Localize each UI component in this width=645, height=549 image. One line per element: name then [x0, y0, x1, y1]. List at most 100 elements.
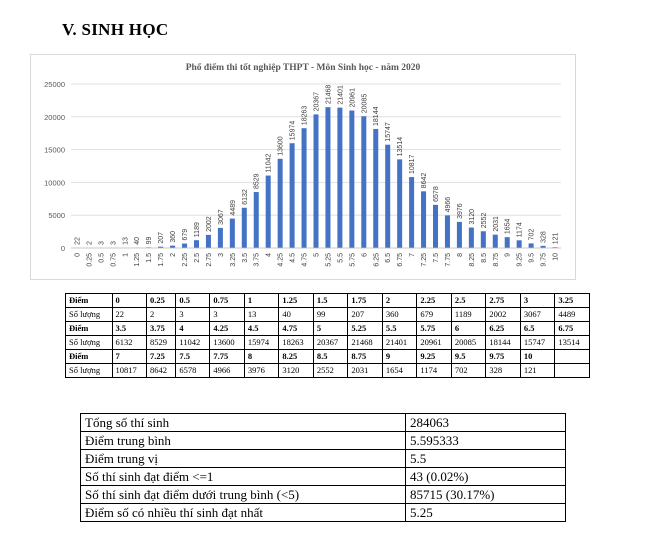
x-tick-label: 8.5	[481, 253, 488, 263]
stat-label: Số thí sinh đạt điểm <=1	[80, 467, 406, 486]
stat-label: Điểm số có nhiều thí sinh đạt nhất	[80, 503, 406, 522]
count-cell: 2	[145, 307, 177, 322]
stat-row: Điểm số có nhiều thí sinh đạt nhất 5.25	[80, 503, 566, 522]
score-cell: 3.5	[111, 321, 147, 336]
score-cell: 3	[519, 293, 556, 308]
bar	[421, 191, 427, 248]
stat-value: 85715 (30.17%)	[405, 485, 566, 504]
stat-label: Điểm trung bình	[80, 431, 406, 450]
bar	[217, 227, 223, 248]
score-cell: 6.75	[554, 321, 590, 336]
data-label: 8642	[421, 173, 428, 189]
chart-canvas: Phổ điểm thi tốt nghiệp THPT - Môn Sinh …	[44, 62, 561, 267]
count-cell: 8529	[145, 335, 177, 350]
x-tick-label: 1.75	[158, 253, 165, 267]
count-row: Số lượng 10817 8642 6578 4966 3976 3120 2552 203…	[65, 363, 590, 378]
count-cell: 2002	[485, 307, 521, 322]
data-label: 207	[158, 232, 165, 244]
x-tick-label: 6.5	[385, 253, 392, 263]
x-tick-label: 5	[314, 253, 321, 257]
count-cell: 207	[347, 307, 383, 322]
score-cell: 2.5	[450, 293, 487, 308]
count-cell: 2552	[312, 363, 349, 378]
count-cell: 40	[278, 307, 314, 322]
data-label: 328	[541, 231, 548, 243]
x-tick-label: 3.5	[242, 253, 249, 263]
count-cell: 702	[450, 363, 487, 378]
x-tick-label: 9.5	[529, 253, 536, 263]
data-label: 4489	[230, 200, 237, 216]
score-cell: 9.25	[416, 349, 452, 364]
count-cell: 328	[485, 363, 521, 378]
score-cell: 7.75	[209, 349, 245, 364]
score-cell: 1.25	[278, 293, 314, 308]
bar	[205, 234, 211, 248]
count-cell: 1174	[416, 363, 452, 378]
score-cell: 6.25	[485, 321, 521, 336]
stat-value: 5.25	[405, 503, 566, 522]
bar	[516, 240, 522, 248]
bar	[480, 231, 486, 248]
data-label: 3067	[218, 209, 225, 225]
stat-row: Điểm trung vị 5.5	[80, 449, 566, 468]
count-cell: 360	[381, 307, 418, 322]
row-label-score: Điểm	[65, 349, 113, 364]
score-cell: 0	[111, 293, 147, 308]
bar	[349, 110, 355, 248]
data-label: 2552	[481, 213, 488, 229]
row-label-score: Điểm	[65, 321, 113, 336]
count-cell: 4966	[209, 363, 245, 378]
bar	[492, 234, 498, 248]
data-label: 3976	[457, 203, 464, 219]
x-tick-label: 0.75	[110, 253, 117, 267]
y-tick-label: 15000	[44, 146, 65, 155]
bar	[313, 114, 319, 248]
data-label: 99	[146, 236, 153, 244]
chart-title: Phổ điểm thi tốt nghiệp THPT - Môn Sinh …	[186, 62, 421, 73]
count-row: Số lượng 22 2 3 3 13 40 99 207 360 679 1189 2002 3067…	[65, 307, 590, 322]
bar	[193, 240, 199, 248]
count-row: Số lượng 6132 8529 11042 13600 15974 18263 2036…	[65, 335, 590, 350]
x-tick-label: 8.75	[493, 253, 500, 267]
score-cell: 7.5	[175, 349, 211, 364]
data-label: 360	[170, 231, 177, 243]
count-cell: 99	[312, 307, 349, 322]
x-tick-label: 3.25	[230, 253, 237, 267]
bar	[337, 107, 343, 248]
y-tick-label: 5000	[48, 211, 65, 220]
y-tick-label: 0	[61, 244, 65, 253]
bar	[540, 245, 546, 248]
bar	[265, 175, 271, 248]
score-row: Điểm 0 0.25 0.5 0.75 1 1.25 1.5 1.75 2 2.25 2.5 2.75…	[65, 293, 590, 308]
count-cell: 13600	[209, 335, 245, 350]
score-cell: 4.5	[243, 321, 280, 336]
count-cell: 18263	[278, 335, 314, 350]
x-tick-label: 6.75	[397, 253, 404, 267]
bar	[397, 159, 403, 248]
stat-row: Điểm trung bình 5.595333	[80, 431, 566, 450]
x-tick-label: 0.5	[98, 253, 105, 263]
count-cell: 13514	[554, 335, 590, 350]
stat-label: Tổng số thí sinh	[80, 413, 406, 432]
bar	[253, 192, 259, 248]
count-cell: 21401	[381, 335, 418, 350]
data-label: 40	[134, 237, 141, 245]
data-label: 2	[86, 241, 93, 245]
x-tick-label: 2.5	[194, 253, 201, 263]
bar	[277, 158, 283, 248]
bar	[325, 107, 331, 248]
data-label: 22	[74, 237, 81, 245]
bar	[229, 218, 235, 248]
data-label: 18263	[302, 106, 309, 126]
bar	[301, 128, 307, 248]
score-cell: 6	[450, 321, 487, 336]
bar	[444, 215, 450, 248]
count-cell: 3	[209, 307, 245, 322]
x-tick-label: 7.75	[445, 253, 452, 267]
count-cell: 11042	[175, 335, 211, 350]
data-label: 20367	[314, 92, 321, 112]
bar	[504, 237, 510, 248]
score-cell	[554, 349, 590, 364]
x-tick-label: 1	[122, 253, 129, 257]
score-cell: 2.75	[485, 293, 521, 308]
